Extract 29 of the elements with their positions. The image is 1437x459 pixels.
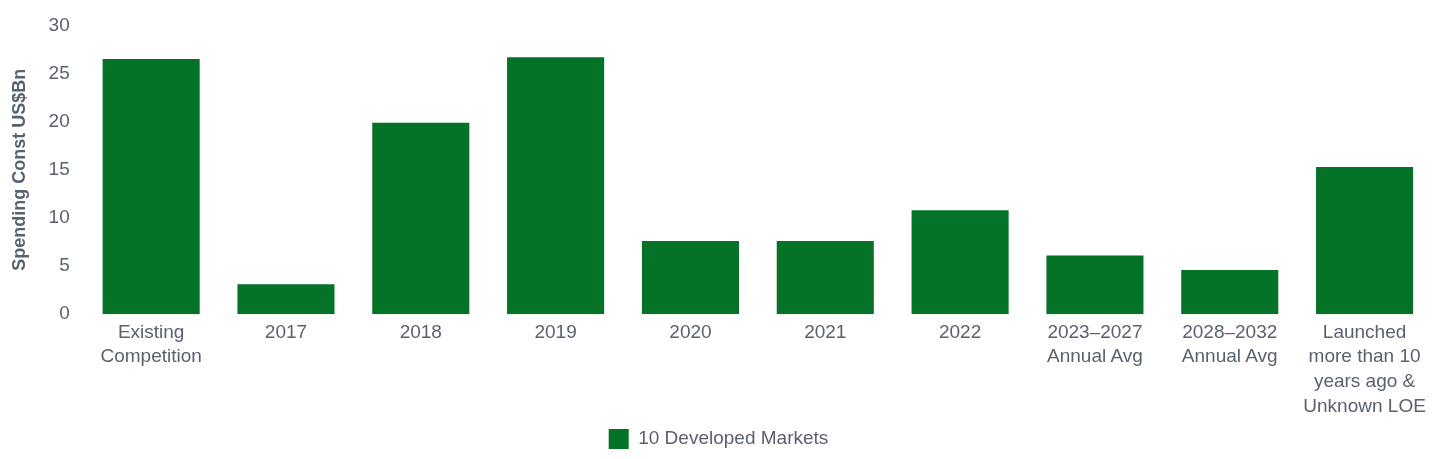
y-axis-title: Spending Const US$Bn <box>8 68 29 271</box>
y-tick-label: 5 <box>59 254 70 276</box>
bar <box>1181 269 1279 315</box>
bar <box>1316 166 1414 315</box>
x-tick-label: 2019 <box>534 320 577 342</box>
x-tick-label: 2018 <box>399 320 442 342</box>
x-tick-label: 2022 <box>938 320 982 342</box>
bar <box>776 241 874 315</box>
x-tick-label: 2021 <box>804 320 847 342</box>
x-tick-label: 2023–2027 Annual Avg <box>1047 320 1143 367</box>
y-tick-label: 20 <box>48 109 70 131</box>
bar <box>911 210 1009 315</box>
bar <box>507 57 605 315</box>
x-tick-label: 2017 <box>264 320 308 342</box>
bar <box>641 241 739 315</box>
bar <box>372 122 470 315</box>
y-tick-label: 30 <box>48 13 70 35</box>
legend-label: 10 Developed Markets <box>638 427 829 449</box>
x-tick-label: Existing Competition <box>100 320 202 367</box>
y-tick-label: 10 <box>48 206 70 228</box>
x-tick-label: Launched more than 10 years ago & Unknown LOE <box>1303 320 1426 416</box>
y-tick-label: 0 <box>59 302 70 324</box>
y-tick-label: 15 <box>48 158 70 180</box>
bar <box>102 59 200 315</box>
bar <box>237 284 335 315</box>
y-tick-label: 25 <box>48 61 70 83</box>
bar <box>1046 255 1144 315</box>
x-tick-label: 2028–2032 Annual Avg <box>1181 320 1278 367</box>
x-tick-label: 2020 <box>669 320 712 342</box>
